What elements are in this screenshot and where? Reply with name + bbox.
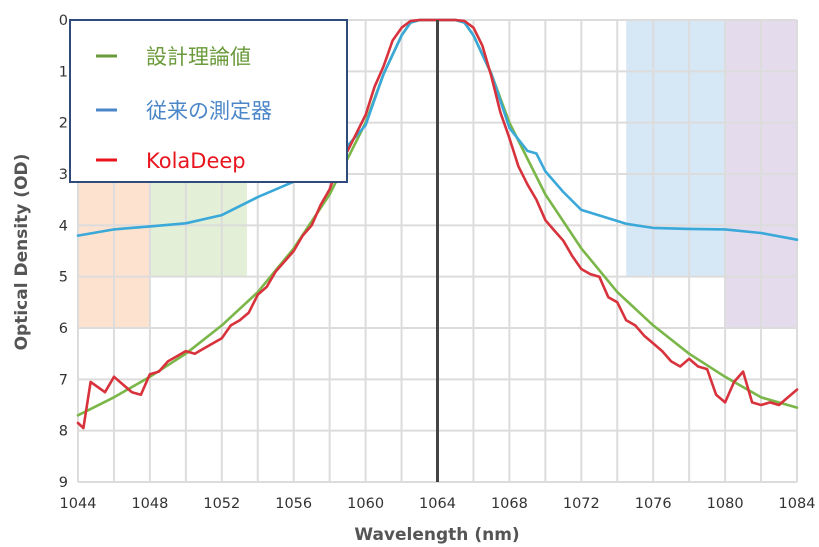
- y-tick-label: 8: [59, 424, 68, 440]
- x-tick-label: 1068: [491, 496, 528, 512]
- x-axis-title: Wavelength (nm): [354, 525, 519, 545]
- y-axis-title: Optical Density (OD): [12, 154, 32, 351]
- x-tick-label: 1048: [131, 496, 168, 512]
- y-tick-label: 0: [59, 13, 68, 29]
- y-tick-label: 6: [59, 321, 68, 337]
- legend-label: KolaDeep: [146, 149, 246, 173]
- y-tick-labels: 0 1 2 3 4 5 6 7 8 9: [59, 13, 68, 491]
- x-tick-label: 1080: [707, 496, 744, 512]
- legend-item-conventional: 従来の測定器: [96, 99, 272, 123]
- band-2: [626, 20, 726, 277]
- x-tick-label: 1056: [275, 496, 312, 512]
- legend-item-theory: 設計理論値: [96, 45, 251, 69]
- x-tick-label: 1076: [635, 496, 672, 512]
- y-tick-label: 5: [59, 270, 68, 286]
- x-tick-label: 1064: [419, 496, 456, 512]
- y-tick-label: 4: [59, 218, 68, 234]
- y-tick-label: 7: [59, 372, 68, 388]
- y-tick-label: 3: [59, 167, 68, 183]
- legend-label: 従来の測定器: [146, 99, 272, 123]
- y-tick-label: 2: [59, 116, 68, 132]
- x-tick-label: 1044: [60, 496, 97, 512]
- x-tick-label: 1072: [563, 496, 600, 512]
- legend-label: 設計理論値: [146, 45, 251, 69]
- x-tick-label: 1084: [779, 496, 816, 512]
- x-tick-label: 1052: [203, 496, 240, 512]
- x-tick-label: 1060: [347, 496, 384, 512]
- x-tick-labels: 1044 1048 1052 1056 1060 1064 1068 1072 1076 1080…: [60, 496, 816, 512]
- legend-item-koladeep: KolaDeep: [96, 149, 246, 173]
- y-tick-label: 1: [59, 64, 68, 80]
- legend: 設計理論値 従来の測定器 KolaDeep: [69, 19, 348, 183]
- legend-box: [69, 19, 348, 183]
- y-tick-label: 9: [59, 475, 68, 491]
